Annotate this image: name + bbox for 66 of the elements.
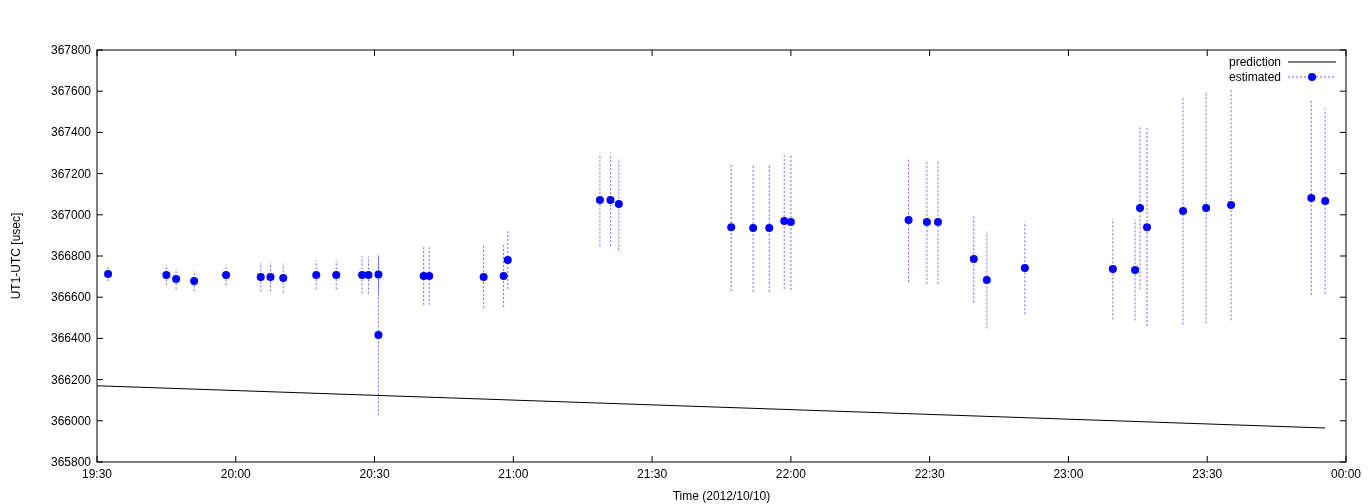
point xyxy=(256,273,265,282)
point xyxy=(749,223,758,232)
x-tick-label: 21:00 xyxy=(498,467,529,481)
y-tick-label: 366800 xyxy=(50,249,92,263)
point xyxy=(172,275,181,284)
point xyxy=(190,276,199,285)
point xyxy=(1179,207,1188,216)
y-tick-label: 367800 xyxy=(50,43,92,57)
point xyxy=(1131,266,1140,275)
x-tick-label: 21:30 xyxy=(637,467,668,481)
x-tick-label: 19:30 xyxy=(81,467,113,481)
point xyxy=(606,195,615,204)
x-tick-label: 22:00 xyxy=(775,467,807,481)
point xyxy=(358,270,367,279)
x-tick-label: 22:30 xyxy=(914,467,946,481)
y-tick-label: 366400 xyxy=(50,331,92,346)
point xyxy=(503,256,512,265)
point xyxy=(1202,204,1211,212)
y-tick-label: 366000 xyxy=(50,413,92,428)
point xyxy=(479,273,488,282)
point xyxy=(904,215,913,224)
point xyxy=(969,255,978,264)
y-axis-title: UT1-UTC [usec] xyxy=(9,212,23,300)
point xyxy=(933,218,942,227)
y-tick-label: 367400 xyxy=(50,125,92,140)
point xyxy=(332,270,341,279)
y-tick-label: 366600 xyxy=(50,290,92,305)
point xyxy=(425,271,434,280)
x-tick-label: 23:00 xyxy=(1053,467,1084,481)
y-tick-label: 367600 xyxy=(50,84,92,99)
point xyxy=(1142,223,1151,232)
x-tick-label: 00:00 xyxy=(1330,467,1362,481)
point xyxy=(595,195,604,204)
x-tick-label: 23:30 xyxy=(1192,467,1223,481)
point xyxy=(780,216,789,225)
point xyxy=(922,218,931,227)
point xyxy=(364,270,373,279)
point xyxy=(765,223,774,232)
point xyxy=(614,200,623,209)
legend-label: prediction xyxy=(1228,55,1281,69)
y-tick-label: 367000 xyxy=(50,207,92,222)
x-tick-label: 20:00 xyxy=(220,467,252,481)
point xyxy=(1020,263,1029,272)
x-tick-label: 20:30 xyxy=(359,467,390,481)
y-tick-label: 366200 xyxy=(50,372,92,387)
point xyxy=(1227,200,1236,209)
point xyxy=(1307,193,1316,202)
y-tick-label: 367200 xyxy=(50,166,92,181)
point xyxy=(727,223,736,232)
point xyxy=(982,276,991,285)
point xyxy=(104,269,113,278)
point xyxy=(1108,264,1117,273)
point xyxy=(374,270,383,279)
point xyxy=(266,273,275,282)
point xyxy=(312,270,321,279)
point xyxy=(279,274,288,283)
point xyxy=(374,331,383,340)
y-tick-label: 365800 xyxy=(50,455,92,469)
point xyxy=(1321,197,1330,205)
x-axis-title: Time (2012/10/10) xyxy=(672,489,771,503)
point xyxy=(222,270,231,279)
point xyxy=(786,218,795,227)
point xyxy=(162,270,171,279)
legend-label: estimated xyxy=(1228,70,1281,84)
point xyxy=(499,271,508,280)
point xyxy=(1136,204,1145,212)
